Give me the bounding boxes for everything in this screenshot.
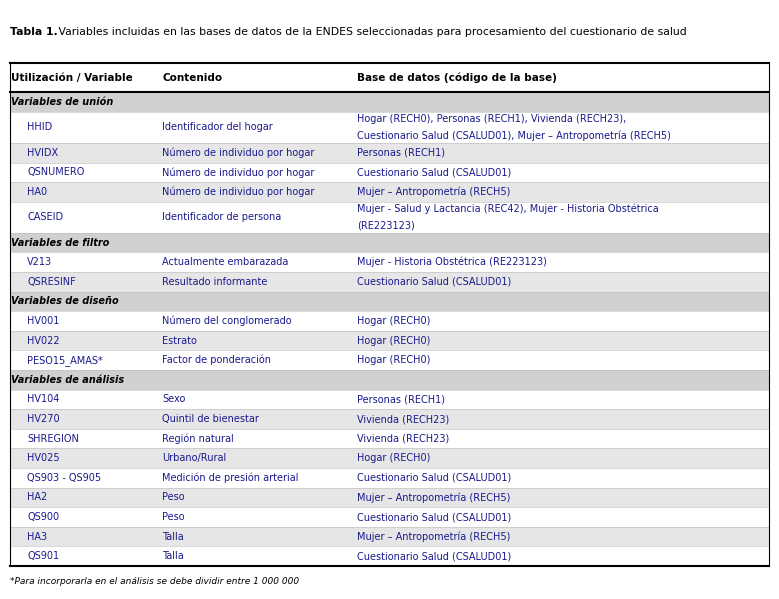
Text: SHREGION: SHREGION bbox=[27, 434, 79, 444]
Text: Personas (RECH1): Personas (RECH1) bbox=[357, 148, 445, 158]
Text: HA3: HA3 bbox=[27, 532, 48, 541]
Text: Número del conglomerado: Número del conglomerado bbox=[162, 316, 291, 326]
Text: Número de individuo por hogar: Número de individuo por hogar bbox=[162, 147, 315, 158]
Text: Mujer - Historia Obstétrica (RE223123): Mujer - Historia Obstétrica (RE223123) bbox=[357, 257, 547, 267]
Bar bbox=[10, 112, 769, 143]
Text: Variables de diseño: Variables de diseño bbox=[11, 297, 118, 307]
Bar bbox=[10, 546, 769, 566]
Text: Vivienda (RECH23): Vivienda (RECH23) bbox=[357, 434, 449, 444]
Text: Hogar (RECH0): Hogar (RECH0) bbox=[357, 453, 430, 463]
Text: Estrato: Estrato bbox=[162, 335, 197, 346]
Text: Talla: Talla bbox=[162, 551, 184, 561]
Text: Hogar (RECH0): Hogar (RECH0) bbox=[357, 355, 430, 365]
Text: Mujer – Antropometría (RECH5): Mujer – Antropometría (RECH5) bbox=[357, 187, 510, 197]
Text: HV270: HV270 bbox=[27, 414, 60, 424]
Text: Hogar (RECH0): Hogar (RECH0) bbox=[357, 335, 430, 346]
Text: Mujer – Antropometría (RECH5): Mujer – Antropometría (RECH5) bbox=[357, 492, 510, 503]
Bar bbox=[10, 252, 769, 272]
Bar bbox=[10, 350, 769, 370]
Text: Hogar (RECH0), Personas (RECH1), Vivienda (RECH23),: Hogar (RECH0), Personas (RECH1), Viviend… bbox=[357, 114, 626, 124]
Text: Mujer - Salud y Lactancia (REC42), Mujer - Historia Obstétrica: Mujer - Salud y Lactancia (REC42), Mujer… bbox=[357, 204, 658, 214]
Text: QS903 - QS905: QS903 - QS905 bbox=[27, 473, 101, 483]
Text: Hogar (RECH0): Hogar (RECH0) bbox=[357, 316, 430, 326]
Text: HA0: HA0 bbox=[27, 187, 48, 197]
Text: Cuestionario Salud (CSALUD01): Cuestionario Salud (CSALUD01) bbox=[357, 512, 511, 522]
Bar bbox=[10, 449, 769, 468]
Bar bbox=[10, 182, 769, 202]
Bar bbox=[10, 468, 769, 488]
Text: CASEID: CASEID bbox=[27, 212, 63, 222]
Text: Variables de análisis: Variables de análisis bbox=[11, 375, 124, 385]
Text: HV022: HV022 bbox=[27, 335, 60, 346]
Text: Actualmente embarazada: Actualmente embarazada bbox=[162, 257, 288, 267]
Bar bbox=[10, 272, 769, 292]
Bar bbox=[10, 92, 769, 112]
Text: V213: V213 bbox=[27, 257, 52, 267]
Text: PESO15_AMAS*: PESO15_AMAS* bbox=[27, 355, 103, 365]
Text: QSRESINF: QSRESINF bbox=[27, 277, 76, 287]
Text: Talla: Talla bbox=[162, 532, 184, 541]
Text: Región natural: Región natural bbox=[162, 434, 234, 444]
Text: Número de individuo por hogar: Número de individuo por hogar bbox=[162, 167, 315, 177]
Bar bbox=[10, 370, 769, 389]
Bar bbox=[10, 292, 769, 311]
Bar bbox=[10, 389, 769, 409]
Text: Cuestionario Salud (CSALUD01): Cuestionario Salud (CSALUD01) bbox=[357, 473, 511, 483]
Text: Peso: Peso bbox=[162, 492, 185, 503]
Text: Peso: Peso bbox=[162, 512, 185, 522]
Text: Variables incluidas en las bases de datos de la ENDES seleccionadas para procesa: Variables incluidas en las bases de dato… bbox=[55, 27, 687, 37]
Text: QSNUMERO: QSNUMERO bbox=[27, 167, 85, 177]
Text: HVIDX: HVIDX bbox=[27, 148, 58, 158]
Bar bbox=[10, 527, 769, 546]
Text: *Para incorporarla en el análisis se debe dividir entre 1 000 000: *Para incorporarla en el análisis se deb… bbox=[10, 577, 299, 586]
Bar bbox=[10, 311, 769, 331]
Text: Urbano/Rural: Urbano/Rural bbox=[162, 453, 226, 463]
Text: Cuestionario Salud (CSALUD01), Mujer – Antropometría (RECH5): Cuestionario Salud (CSALUD01), Mujer – A… bbox=[357, 131, 671, 141]
Text: Quintil de bienestar: Quintil de bienestar bbox=[162, 414, 259, 424]
Text: HV025: HV025 bbox=[27, 453, 60, 463]
Text: Número de individuo por hogar: Número de individuo por hogar bbox=[162, 187, 315, 197]
Bar bbox=[10, 63, 769, 92]
Text: Resultado informante: Resultado informante bbox=[162, 277, 267, 287]
Text: Contenido: Contenido bbox=[162, 72, 222, 83]
Text: Sexo: Sexo bbox=[162, 394, 185, 404]
Text: Identificador del hogar: Identificador del hogar bbox=[162, 122, 273, 132]
Text: HV001: HV001 bbox=[27, 316, 60, 326]
Text: Mujer – Antropometría (RECH5): Mujer – Antropometría (RECH5) bbox=[357, 531, 510, 542]
Text: HA2: HA2 bbox=[27, 492, 48, 503]
Text: Cuestionario Salud (CSALUD01): Cuestionario Salud (CSALUD01) bbox=[357, 167, 511, 177]
Text: Variables de filtro: Variables de filtro bbox=[11, 238, 109, 247]
Text: Identificador de persona: Identificador de persona bbox=[162, 212, 281, 222]
Text: HV104: HV104 bbox=[27, 394, 60, 404]
Text: Tabla 1.: Tabla 1. bbox=[10, 27, 58, 37]
Text: Utilización / Variable: Utilización / Variable bbox=[11, 72, 132, 83]
Text: Cuestionario Salud (CSALUD01): Cuestionario Salud (CSALUD01) bbox=[357, 551, 511, 561]
Text: Personas (RECH1): Personas (RECH1) bbox=[357, 394, 445, 404]
Text: Cuestionario Salud (CSALUD01): Cuestionario Salud (CSALUD01) bbox=[357, 277, 511, 287]
Text: QS900: QS900 bbox=[27, 512, 59, 522]
Text: Vivienda (RECH23): Vivienda (RECH23) bbox=[357, 414, 449, 424]
Bar bbox=[10, 162, 769, 182]
Bar bbox=[10, 409, 769, 429]
Text: HHID: HHID bbox=[27, 122, 52, 132]
Bar bbox=[10, 202, 769, 233]
Bar bbox=[10, 331, 769, 350]
Text: Medición de presión arterial: Medición de presión arterial bbox=[162, 473, 298, 483]
Text: Factor de ponderación: Factor de ponderación bbox=[162, 355, 271, 365]
Bar bbox=[10, 507, 769, 527]
Text: Variables de unión: Variables de unión bbox=[11, 97, 113, 107]
Bar bbox=[10, 429, 769, 449]
Text: (RE223123): (RE223123) bbox=[357, 220, 414, 231]
Text: QS901: QS901 bbox=[27, 551, 59, 561]
Bar bbox=[10, 143, 769, 162]
Bar bbox=[10, 233, 769, 252]
Text: Base de datos (código de la base): Base de datos (código de la base) bbox=[357, 72, 557, 83]
Bar bbox=[10, 488, 769, 507]
